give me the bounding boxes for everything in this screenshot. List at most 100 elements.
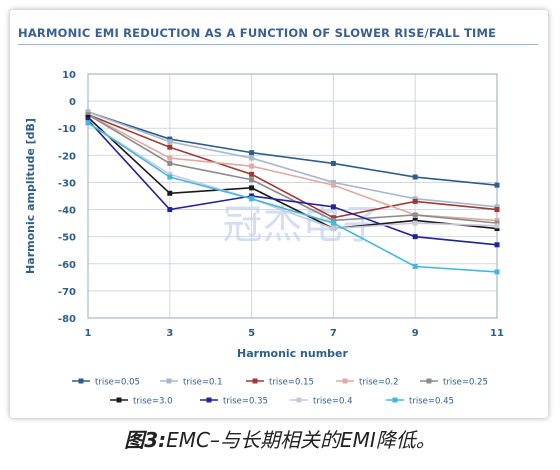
data-point [412,217,418,223]
legend-swatch-marker [392,397,398,403]
series-trise=0.45 [85,120,500,275]
data-point [330,220,336,226]
legend-swatch-marker [296,397,302,403]
legend-label: trise=3.0 [133,397,173,407]
data-point [167,190,173,196]
legend-label: trise=0.35 [223,397,268,407]
chart-title: HARMONIC EMI REDUCTION AS A FUNCTION OF … [18,26,497,40]
data-point [412,212,418,218]
data-point [249,155,255,161]
legend-swatch-marker [78,378,84,384]
series-lines [85,109,500,275]
data-point [494,223,500,229]
data-point [412,220,418,226]
series-line [87,111,498,186]
data-point [494,182,500,188]
data-point [167,160,173,166]
series-line [87,122,498,230]
legend-label: trise=0.2 [359,378,399,388]
data-point [330,182,336,188]
data-point [412,234,418,240]
data-point [249,150,255,156]
y-tick-label: -60 [58,260,76,271]
data-point [412,198,418,204]
data-point [494,220,500,226]
legend-label: trise=0.1 [183,378,223,388]
data-point [494,269,500,275]
x-tick-labels: 1 3 5 7 9 11 [85,328,504,339]
legend-item: trise=0.15 [246,378,314,388]
data-point [412,174,418,180]
x-axis-label: Harmonic number [237,347,348,360]
data-point [167,155,173,161]
series-line [87,116,498,230]
series-trise=0.1 [85,109,500,210]
data-point [330,226,336,232]
x-tick-label: 5 [248,328,255,339]
series-trise=0.25 [85,112,500,226]
data-point [85,114,91,120]
data-point [249,171,255,177]
legend: trise=0.05 trise=0.1 trise=0.15 trise=0.2 tr… [72,378,488,407]
data-point [249,185,255,191]
y-tick-label: -20 [58,151,76,162]
y-axis-label: Harmonic amplitude [dB] [24,118,37,274]
x-tick-label: 7 [330,328,337,339]
x-tick-label: 9 [412,328,419,339]
data-point [330,215,336,221]
data-point [249,177,255,183]
legend-item: trise=0.2 [336,378,399,388]
legend-item: trise=0.05 [72,378,140,388]
data-point [167,171,173,177]
legend-swatch-marker [116,397,122,403]
y-tick-label: -30 [58,178,76,189]
y-tick-label: -80 [58,314,76,325]
data-point [85,112,91,118]
data-point [330,179,336,185]
series-line [87,122,498,273]
watermark: 冠杰电子 [223,202,383,248]
data-point [249,196,255,202]
y-tick-label: -40 [58,206,76,217]
data-point [85,117,91,123]
legend-swatch-marker [252,378,258,384]
legend-swatch-marker [426,378,432,384]
y-tick-label: -70 [58,287,76,298]
legend-label: trise=0.45 [409,397,454,407]
data-point [167,207,173,213]
y-tick-label: -10 [58,124,76,135]
data-point [494,226,500,232]
data-point [494,217,500,223]
data-point [85,109,91,115]
legend-swatch-marker [166,378,172,384]
legend-item: trise=0.1 [160,378,223,388]
legend-label: trise=0.4 [313,397,353,407]
line-chart: 10 0 -10 -20 -30 -40 -50 -60 -70 -80 1 3 5 7 9 11 冠杰电子… [24,70,504,407]
legend-item: trise=3.0 [110,397,173,407]
data-point [167,174,173,180]
series-line [87,113,498,224]
data-point [412,196,418,202]
data-point [167,139,173,145]
data-point [330,217,336,223]
series-line [87,111,498,208]
legend-item: trise=0.4 [290,397,353,407]
data-point [167,144,173,150]
data-point [249,163,255,169]
data-point [494,207,500,213]
legend-label: trise=0.15 [269,378,314,388]
legend-item: trise=0.45 [386,397,454,407]
x-tick-label: 1 [85,328,92,339]
legend-item: trise=0.25 [420,378,488,388]
data-point [494,242,500,248]
caption-prefix: 图3: [124,428,167,452]
plot-frame [87,73,498,319]
data-point [330,204,336,210]
series-line [87,119,498,246]
x-tick-label: 3 [166,328,173,339]
y-tick-labels: 10 0 -10 -20 -30 -40 -50 -60 -70 -80 [58,70,76,325]
y-tick-label: 10 [62,70,76,81]
legend-swatch-marker [206,397,212,403]
data-point [85,120,91,126]
title-underline [18,44,538,45]
